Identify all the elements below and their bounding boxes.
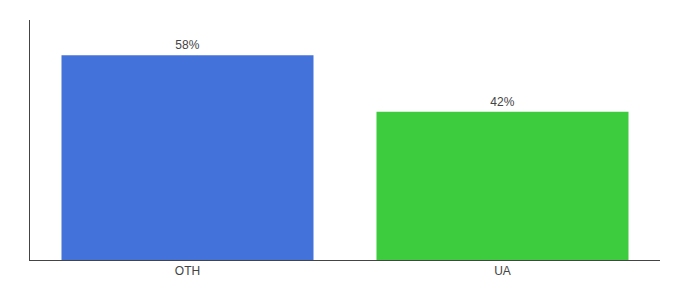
svg-text:UA: UA	[494, 264, 511, 278]
svg-text:OTH: OTH	[175, 264, 200, 278]
svg-text:58%: 58%	[175, 38, 199, 52]
svg-text:42%: 42%	[490, 95, 514, 109]
